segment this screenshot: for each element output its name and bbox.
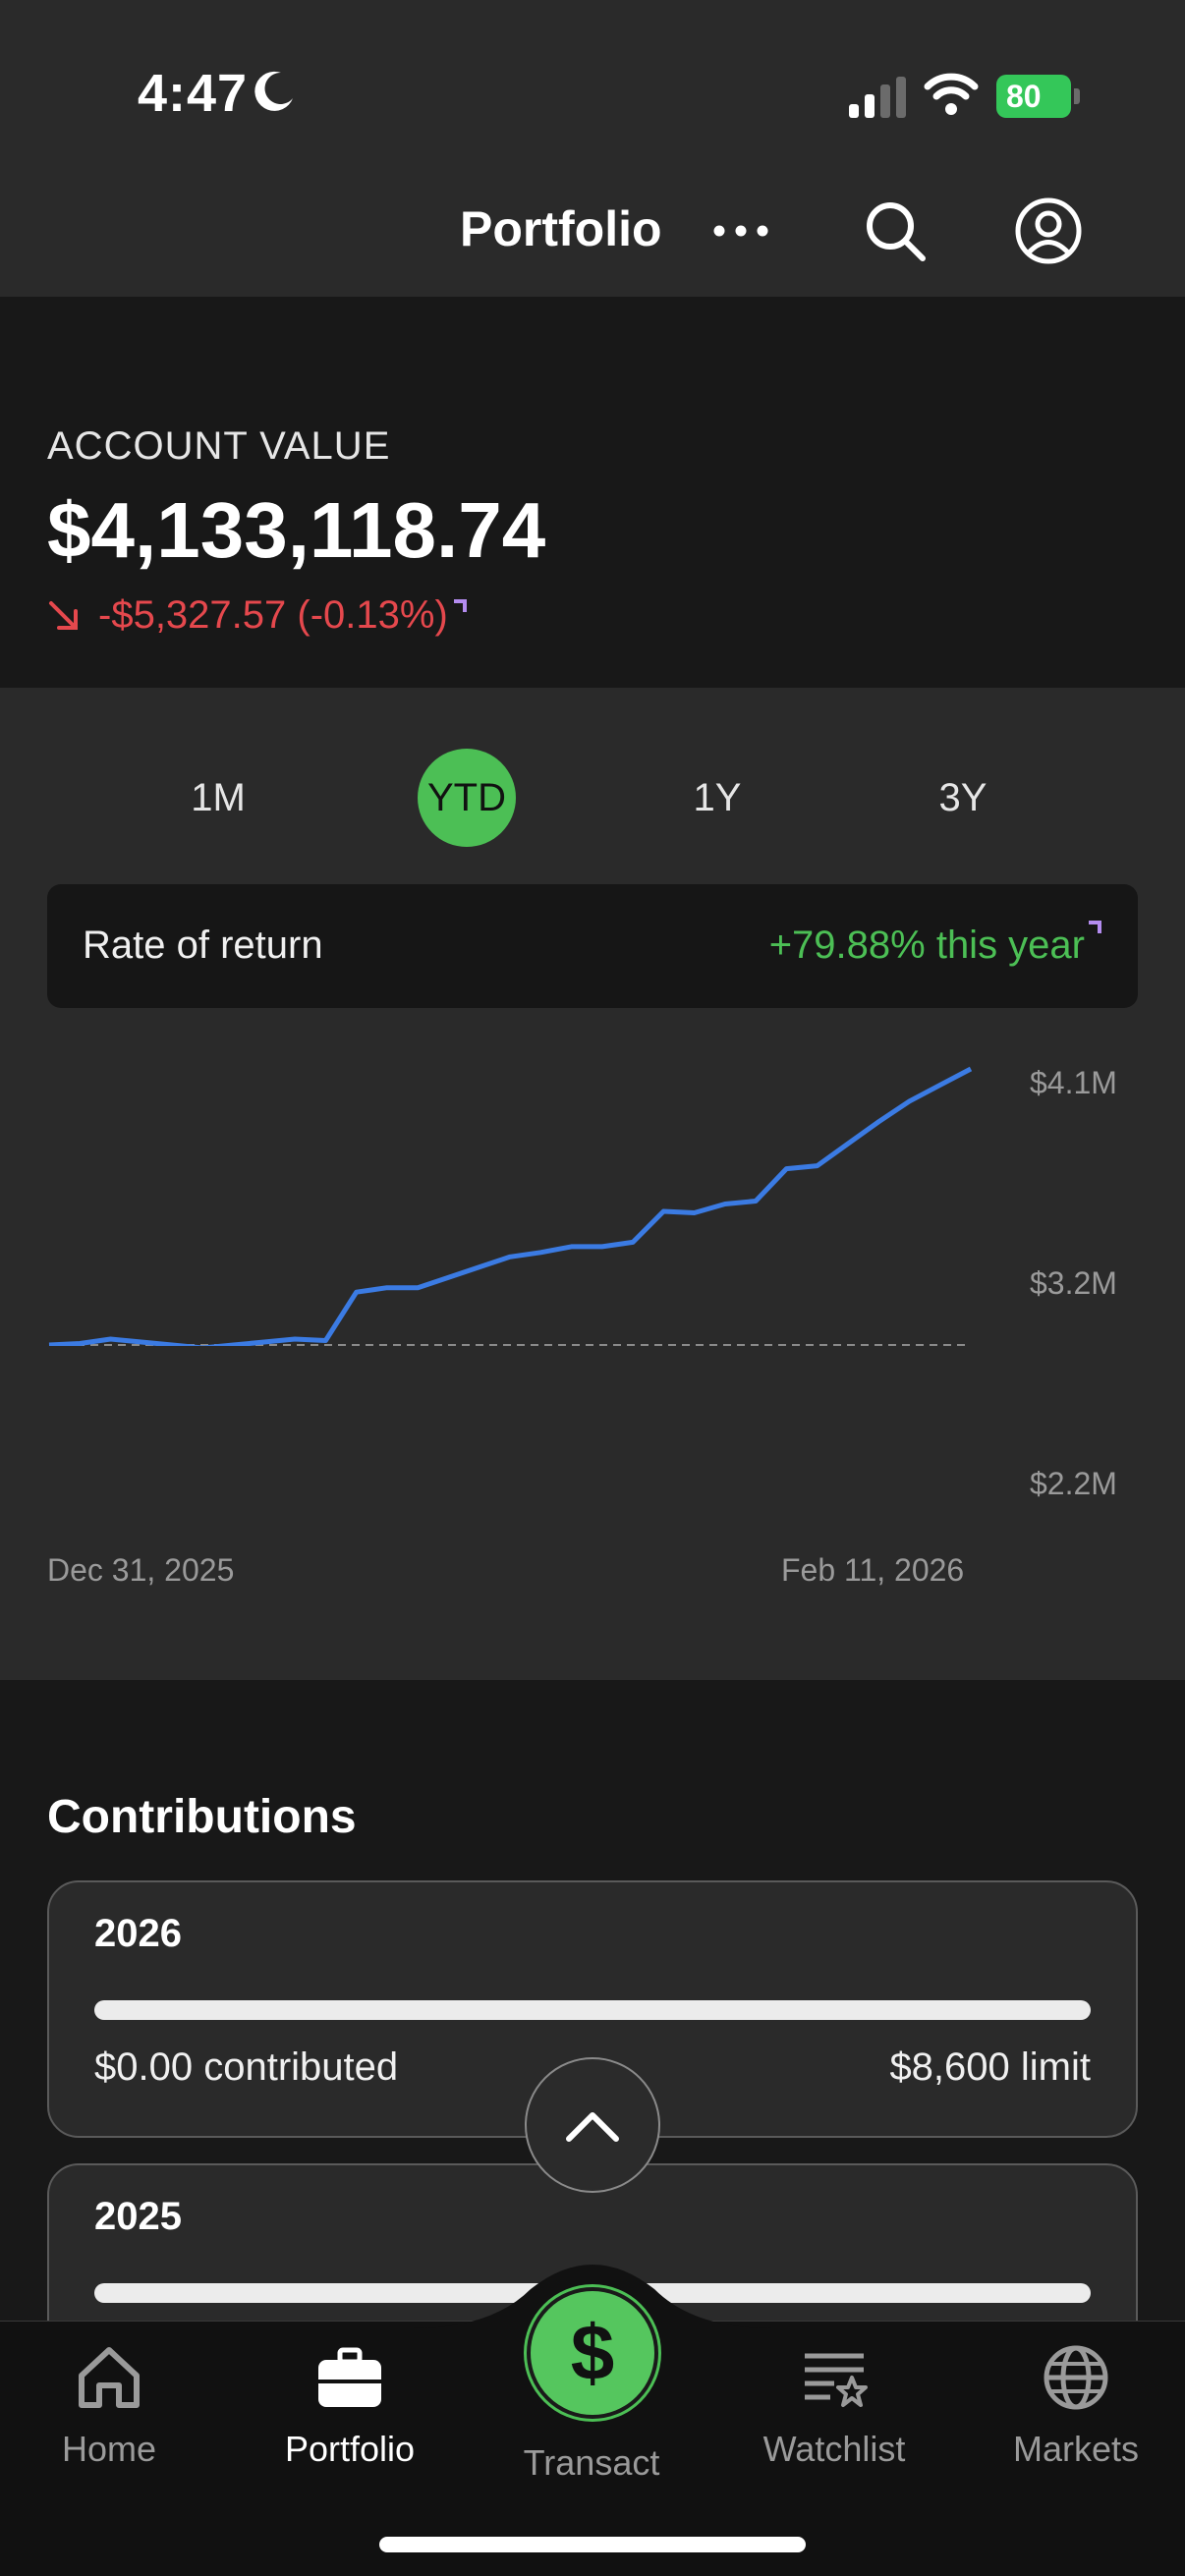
disclosure-mark-icon bbox=[453, 598, 467, 612]
profile-icon[interactable] bbox=[1014, 196, 1083, 265]
moon-icon bbox=[254, 71, 293, 111]
x-start-label: Dec 31, 2025 bbox=[47, 1552, 235, 1588]
briefcase-icon bbox=[318, 2347, 381, 2407]
range-tab-1m[interactable]: 1M bbox=[191, 776, 246, 819]
contributions-title: Contributions bbox=[47, 1791, 357, 1843]
rate-of-return-value: +79.88% this year bbox=[768, 924, 1085, 967]
y-tick-label: $4.1M bbox=[1030, 1065, 1117, 1100]
account-summary: ACCOUNT VALUE $4,133,118.74 -$5,327.57 (… bbox=[0, 297, 1185, 688]
account-change-value: -$5,327.57 (-0.13%) bbox=[98, 593, 448, 637]
contribution-card-2026[interactable]: 2026 $0.00 contributed $8,600 limit bbox=[47, 1880, 1138, 2138]
tab-home[interactable]: Home bbox=[11, 2338, 207, 2470]
performance-chart-panel: 1M YTD 1Y 3Y Rate of return +79.88% this… bbox=[0, 688, 1185, 1680]
range-tab-ytd[interactable]: YTD bbox=[418, 749, 516, 847]
search-icon[interactable] bbox=[861, 196, 930, 265]
contribution-year: 2025 bbox=[94, 2195, 182, 2238]
series-line bbox=[48, 1066, 973, 1346]
top-header: 4:47 80 Portfolio bbox=[0, 0, 1185, 297]
battery-indicator: 80 bbox=[996, 75, 1081, 118]
home-indicator bbox=[379, 2537, 806, 2552]
dollar-icon: $ bbox=[570, 2309, 615, 2396]
home-icon bbox=[79, 2347, 140, 2408]
rate-of-return-row[interactable]: Rate of return +79.88% this year bbox=[47, 884, 1138, 1008]
tab-label: Markets bbox=[1012, 2429, 1140, 2469]
wifi-icon bbox=[924, 73, 979, 115]
tab-label: Transact bbox=[523, 2442, 660, 2483]
tab-markets[interactable]: Markets bbox=[978, 2338, 1174, 2470]
y-tick-label: $3.2M bbox=[1030, 1265, 1117, 1301]
tab-label: Watchlist bbox=[762, 2429, 906, 2469]
contribution-year: 2026 bbox=[94, 1912, 182, 1955]
tab-label: Portfolio bbox=[284, 2429, 416, 2469]
signal-icon bbox=[849, 77, 906, 118]
page-title: Portfolio bbox=[460, 201, 662, 256]
status-time: 4:47 bbox=[138, 64, 249, 123]
transact-button[interactable]: $ bbox=[527, 2287, 658, 2419]
watchlist-icon bbox=[805, 2353, 868, 2407]
contributions-section: Contributions 2026 $0.00 contributed $8,… bbox=[0, 1680, 1185, 2321]
chevron-up-icon bbox=[566, 2112, 619, 2142]
account-value-label: ACCOUNT VALUE bbox=[47, 424, 391, 468]
performance-line-chart[interactable] bbox=[0, 1022, 1185, 1346]
tab-portfolio[interactable]: Portfolio bbox=[252, 2338, 448, 2470]
tab-watchlist[interactable]: Watchlist bbox=[736, 2338, 932, 2470]
range-tab-1y[interactable]: 1Y bbox=[693, 776, 742, 819]
contribution-limit: $8,600 limit bbox=[889, 2045, 1091, 2089]
account-change: -$5,327.57 (-0.13%) bbox=[47, 593, 468, 638]
account-value: $4,133,118.74 bbox=[47, 486, 546, 574]
more-options-icon[interactable] bbox=[709, 206, 772, 255]
contributed-amount: $0.00 contributed bbox=[94, 2045, 399, 2089]
scroll-up-button[interactable] bbox=[525, 2057, 660, 2193]
y-tick-label: $2.2M bbox=[1030, 1466, 1117, 1501]
contribution-progress-bar bbox=[94, 2000, 1091, 2020]
tab-transact[interactable]: Transact bbox=[493, 2442, 690, 2484]
rate-of-return-label: Rate of return bbox=[83, 924, 323, 967]
disclosure-mark-icon bbox=[1089, 921, 1101, 933]
x-end-label: Feb 11, 2026 bbox=[781, 1552, 965, 1588]
range-tab-3y[interactable]: 3Y bbox=[938, 776, 988, 819]
down-arrow-icon bbox=[49, 600, 78, 630]
globe-icon bbox=[1044, 2345, 1108, 2410]
tab-label: Home bbox=[61, 2429, 157, 2469]
battery-level: 80 bbox=[996, 75, 1071, 118]
